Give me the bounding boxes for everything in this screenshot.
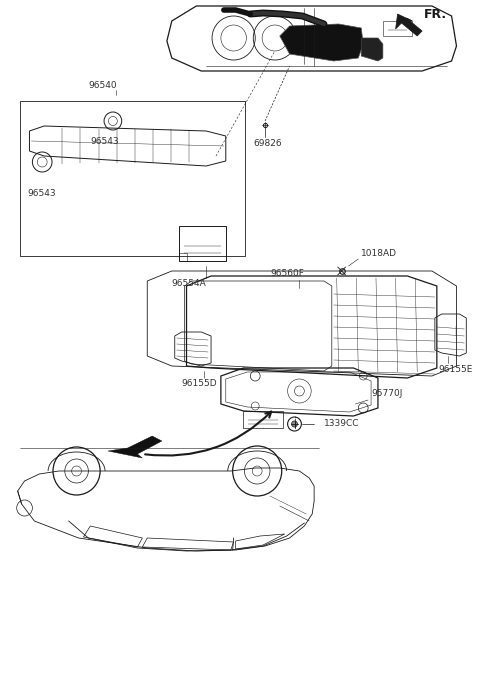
Text: 96560F: 96560F: [270, 270, 304, 279]
Text: 1018AD: 1018AD: [361, 250, 397, 259]
Bar: [383, 21, 412, 36]
Bar: [243, 411, 283, 428]
Text: 69826: 69826: [253, 139, 282, 147]
Text: 96554A: 96554A: [172, 279, 206, 289]
Text: 96540: 96540: [88, 82, 117, 91]
Bar: [20, 101, 245, 256]
Text: 96543: 96543: [90, 137, 119, 145]
Polygon shape: [280, 24, 363, 61]
Text: 1339CC: 1339CC: [324, 420, 360, 429]
Text: 96155E: 96155E: [439, 364, 473, 373]
Text: 95770J: 95770J: [371, 390, 402, 399]
Text: 96155D: 96155D: [181, 379, 217, 388]
Polygon shape: [396, 14, 422, 36]
Text: 96543: 96543: [27, 189, 56, 198]
Polygon shape: [108, 436, 162, 458]
Text: FR.: FR.: [424, 8, 447, 21]
Polygon shape: [361, 38, 383, 61]
Bar: [179, 253, 187, 261]
Bar: [179, 226, 226, 261]
Circle shape: [291, 421, 298, 427]
